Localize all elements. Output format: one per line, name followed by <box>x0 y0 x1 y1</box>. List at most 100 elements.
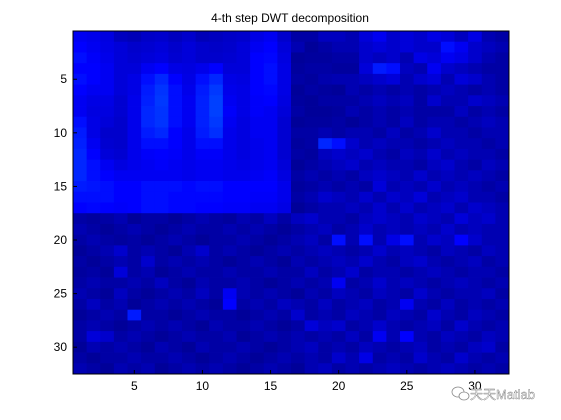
heatmap-cell <box>127 202 142 214</box>
heatmap-cell <box>154 223 169 236</box>
heatmap-cell <box>386 266 401 278</box>
heatmap-cell <box>277 159 292 171</box>
heatmap-cell <box>127 138 142 150</box>
heatmap-cell <box>141 116 156 128</box>
heatmap-cell <box>100 63 115 75</box>
heatmap-cell <box>100 41 115 53</box>
heatmap-cell <box>250 159 265 171</box>
heatmap-cell <box>222 277 237 289</box>
heatmap-cell <box>263 266 278 278</box>
heatmap-cell <box>481 256 496 268</box>
heatmap-cell <box>359 41 374 53</box>
heatmap-cell <box>372 320 387 332</box>
heatmap-cell <box>154 159 169 171</box>
heatmap-cell <box>318 320 333 332</box>
heatmap-cell <box>345 116 360 128</box>
heatmap-cell <box>331 223 346 236</box>
heatmap-cell <box>168 256 183 268</box>
heatmap-cell <box>182 31 197 43</box>
heatmap-cell <box>331 127 346 139</box>
heatmap-cell <box>291 223 306 236</box>
heatmap-cell <box>113 234 128 246</box>
heatmap-cell <box>113 127 128 139</box>
heatmap-cell <box>386 277 401 289</box>
heatmap-cell <box>236 245 251 257</box>
heatmap-cell <box>113 106 128 118</box>
heatmap-cell <box>386 245 401 257</box>
heatmap-cell <box>277 170 292 182</box>
heatmap-cell <box>427 277 442 289</box>
heatmap-cell <box>291 73 306 85</box>
heatmap-cell <box>400 245 415 257</box>
heatmap-cell <box>113 31 128 43</box>
heatmap-cell <box>195 320 210 332</box>
heatmap-cell <box>481 41 496 53</box>
heatmap-cell <box>468 106 483 118</box>
heatmap-cell <box>250 245 265 257</box>
heatmap-cell <box>454 170 469 182</box>
heatmap-cell <box>236 191 251 203</box>
heatmap-cell <box>400 298 415 311</box>
heatmap-cell <box>495 234 510 246</box>
heatmap-cell <box>86 309 101 321</box>
heatmap-cell <box>318 148 333 161</box>
heatmap-cell <box>195 106 210 118</box>
heatmap-cell <box>345 277 360 289</box>
heatmap-cell <box>127 84 142 96</box>
heatmap-cell <box>468 352 483 364</box>
heatmap-cell <box>304 159 319 171</box>
heatmap-cell <box>481 73 496 85</box>
heatmap-cell <box>304 256 319 268</box>
heatmap-cell <box>195 352 210 364</box>
heatmap-cell <box>86 234 101 246</box>
heatmap-cell <box>73 309 88 321</box>
heatmap-cell <box>86 202 101 214</box>
heatmap-cell <box>277 331 292 343</box>
heatmap-cell <box>209 341 224 353</box>
heatmap-cell <box>154 52 169 64</box>
heatmap-cell <box>277 266 292 278</box>
heatmap-cell <box>100 363 115 375</box>
heatmap-cell <box>195 41 210 53</box>
heatmap-cell <box>454 234 469 246</box>
heatmap-cell <box>182 73 197 85</box>
heatmap-cell <box>86 191 101 203</box>
heatmap-cell <box>359 245 374 257</box>
heatmap-cell <box>100 138 115 150</box>
heatmap-cell <box>427 106 442 118</box>
heatmap-cell <box>277 138 292 150</box>
heatmap-cell <box>372 138 387 150</box>
heatmap-cell <box>127 363 142 375</box>
heatmap-cell <box>141 170 156 182</box>
heatmap-cell <box>440 106 455 118</box>
heatmap-cell <box>182 63 197 75</box>
heatmap-cell <box>386 116 401 128</box>
heatmap-cell <box>236 73 251 85</box>
heatmap-cell <box>345 41 360 53</box>
heatmap-cell <box>86 256 101 268</box>
heatmap-cell <box>427 148 442 161</box>
heatmap-cell <box>331 31 346 43</box>
heatmap-cell <box>359 52 374 64</box>
heatmap-cell <box>427 116 442 128</box>
heatmap-cell <box>440 127 455 139</box>
heatmap-cell <box>304 234 319 246</box>
heatmap-cell <box>468 363 483 375</box>
heatmap-cell <box>263 341 278 353</box>
heatmap-cell <box>277 106 292 118</box>
heatmap-cell <box>440 223 455 236</box>
heatmap-cell <box>222 309 237 321</box>
heatmap-cell <box>86 181 101 193</box>
heatmap-cell <box>345 138 360 150</box>
heatmap-cell <box>427 84 442 96</box>
heatmap-cell <box>304 341 319 353</box>
heatmap-cell <box>331 256 346 268</box>
heatmap-cell <box>427 95 442 107</box>
heatmap-cell <box>236 352 251 364</box>
heatmap-cell <box>454 309 469 321</box>
heatmap-cell <box>127 63 142 75</box>
heatmap-cell <box>277 309 292 321</box>
heatmap-cell <box>141 320 156 332</box>
heatmap-cell <box>495 181 510 193</box>
heatmap-cell <box>359 277 374 289</box>
